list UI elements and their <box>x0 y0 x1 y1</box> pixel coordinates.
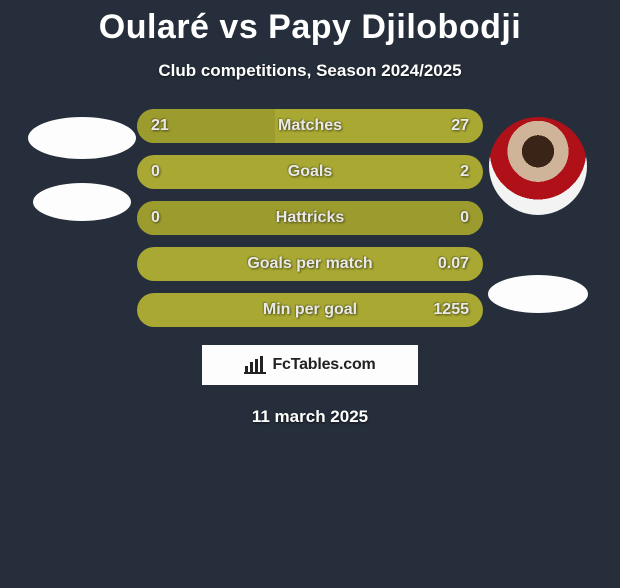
left-player-avatar <box>28 117 136 159</box>
brand-text: FcTables.com <box>272 356 375 374</box>
bar-gpm-right-value: 0.07 <box>438 255 469 273</box>
bar-matches-label: Matches <box>278 117 342 135</box>
date-line: 11 march 2025 <box>0 407 620 427</box>
bar-mpg-right-value: 1255 <box>433 301 469 319</box>
bar-hattricks-label: Hattricks <box>276 209 344 227</box>
bar-hattricks: 0 Hattricks 0 <box>137 201 483 235</box>
brand-badge: FcTables.com <box>202 345 418 385</box>
comparison-row: 21 Matches 27 0 Goals 2 0 Hattricks 0 Go… <box>0 109 620 327</box>
bar-gpm-label: Goals per match <box>247 255 372 273</box>
left-avatar-column <box>27 109 137 221</box>
stat-bars: 21 Matches 27 0 Goals 2 0 Hattricks 0 Go… <box>137 109 483 327</box>
bar-mpg-label: Min per goal <box>263 301 357 319</box>
bar-matches: 21 Matches 27 <box>137 109 483 143</box>
bar-hattricks-right-value: 0 <box>460 209 469 227</box>
right-avatar-column <box>483 109 593 313</box>
bar-goals-right-value: 2 <box>460 163 469 181</box>
bar-goals-left-value: 0 <box>151 163 160 181</box>
left-player-badge <box>33 183 131 221</box>
bar-hattricks-left-value: 0 <box>151 209 160 227</box>
bar-chart-icon <box>244 356 266 374</box>
subtitle: Club competitions, Season 2024/2025 <box>0 61 620 81</box>
bar-goals-per-match: Goals per match 0.07 <box>137 247 483 281</box>
bar-matches-right-value: 27 <box>451 117 469 135</box>
bar-goals: 0 Goals 2 <box>137 155 483 189</box>
bar-min-per-goal: Min per goal 1255 <box>137 293 483 327</box>
right-player-badge <box>488 275 588 313</box>
bar-goals-label: Goals <box>288 163 332 181</box>
right-player-avatar <box>489 117 587 215</box>
page-title: Oularé vs Papy Djilobodji <box>0 8 620 47</box>
bar-matches-left-value: 21 <box>151 117 169 135</box>
